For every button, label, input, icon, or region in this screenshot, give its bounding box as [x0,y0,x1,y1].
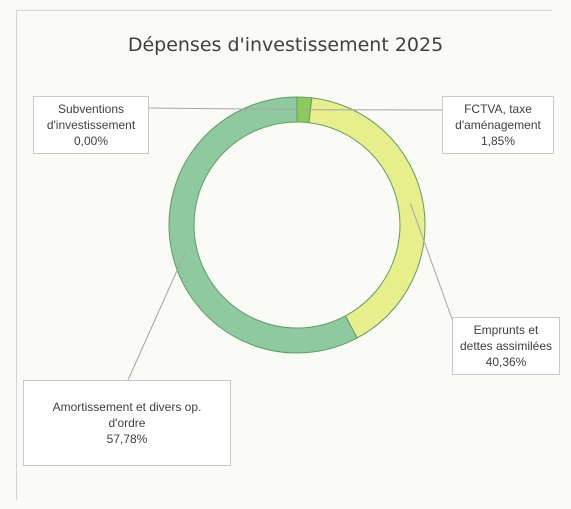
data-label-value: 57,78% [106,432,148,446]
data-label-emprunts: Emprunts et dettes assimilées 40,36% [452,317,560,375]
data-label-amortissement: Amortissement et divers op. d'ordre 57,7… [23,380,231,466]
data-label-line: Subventions [57,102,125,116]
donut-slice [308,97,426,339]
leader-line [148,107,298,110]
donut-slice [168,96,358,354]
leader-line [127,252,186,381]
chart-title: Dépenses d'investissement 2025 [127,34,444,56]
data-label-value: 1,85% [480,134,516,148]
data-label-line: Emprunts et [473,323,539,337]
frame-border-top [16,10,552,11]
data-label-line: FCTVA, taxe [464,102,532,116]
data-label-value: 0,00% [73,134,109,148]
data-label-line: Amortissement et divers op. [52,400,202,414]
data-label-line: dettes assimilées [459,339,553,353]
data-label-value: 40,36% [485,355,527,369]
frame-border-left [16,10,17,500]
data-label-subventions: Subventions d'investissement 0,00% [33,96,149,154]
data-label-line: d'ordre [108,416,146,430]
data-label-line: d'investissement [46,118,136,132]
data-label-fctva: FCTVA, taxe d'aménagement 1,85% [442,96,554,154]
data-label-line: d'aménagement [455,118,541,132]
leader-line [410,203,457,331]
